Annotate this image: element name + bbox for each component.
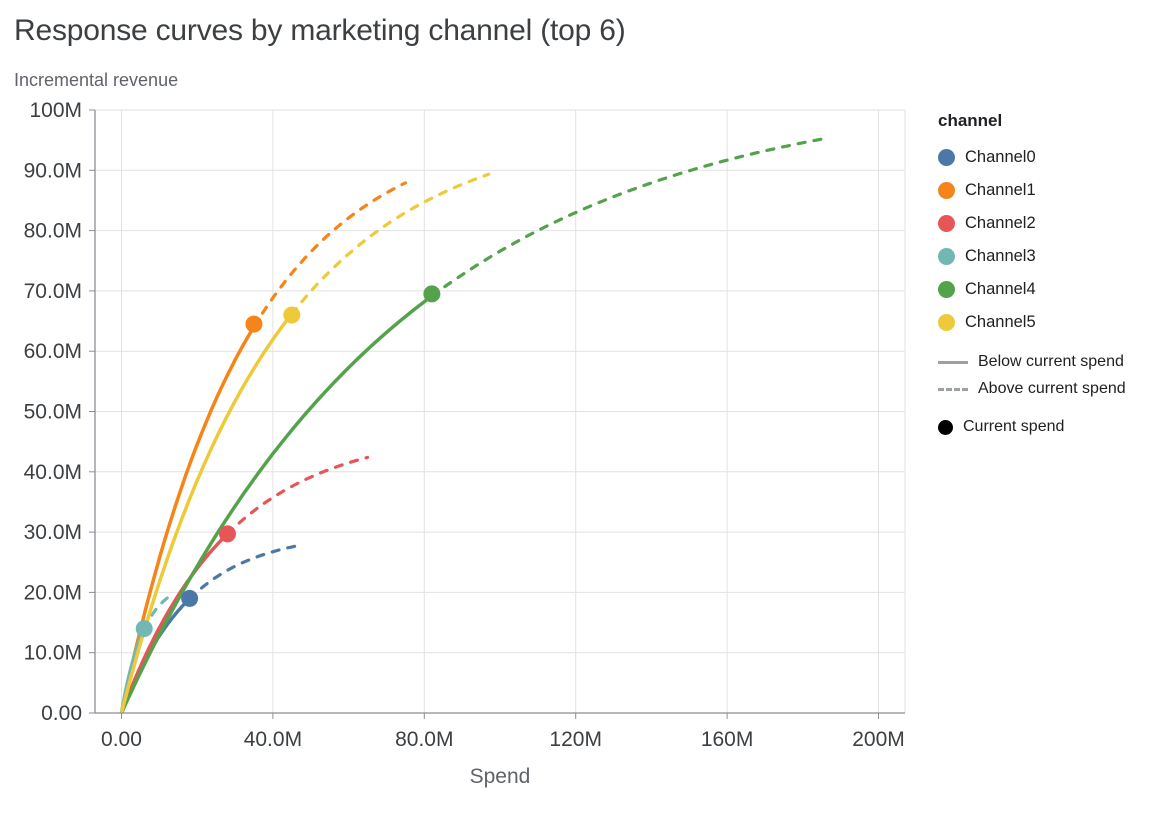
channel4-curve-above-current-spend [430,137,824,298]
legend-label-channel2: Channel2 [965,214,1036,232]
legend-item-current-spend: Current spend [938,417,1126,437]
legend-linestyle-list: Below current spend Above current spend [938,352,1126,399]
channel4-curve-below-current-spend [119,294,433,714]
chart-subtitle: Incremental revenue [14,70,179,90]
x-tick-label: 40.0M [244,728,302,751]
y-tick-label: 100M [29,99,82,122]
legend-item-below-current-spend: Below current spend [938,352,1126,372]
legend-label-channel4: Channel4 [965,280,1036,298]
channel1-curve-above-current-spend [252,181,407,329]
channel0-swatch-icon [938,148,955,166]
channel3-current-spend-dot [135,620,153,638]
channel2-curve-below-current-spend [119,532,229,714]
y-tick-label: 70.0M [24,280,82,303]
legend-label-above: Above current spend [978,380,1126,397]
channel4-swatch-icon [938,280,955,298]
legend-item-channel5: Channel5 [938,312,1126,332]
channel0-curve-below-current-spend [119,597,191,714]
x-tick-label: 120M [549,728,602,751]
channel5-current-spend-dot [283,306,301,324]
channel0-curve-above-current-spend [188,543,301,601]
legend-label-channel1: Channel1 [965,181,1036,199]
channel5-curve-above-current-spend [290,172,491,316]
x-tick-label: 80.0M [395,728,453,751]
x-tick-label: 0.00 [101,728,142,751]
legend-channel-list: Channel0 Channel1 Channel2 Channel3 Chan… [938,147,1126,332]
legend-label-channel0: Channel0 [965,148,1036,166]
channel2-swatch-icon [938,214,955,232]
channel2-current-spend-dot [218,525,236,543]
chart-header: Response curves by marketing channel (to… [0,0,1164,91]
y-tick-label: 30.0M [24,521,82,544]
legend-item-channel4: Channel4 [938,279,1126,299]
dashed-line-icon [938,387,968,391]
chart-area: 0.00 40.0M 80.0M 120M 160M 200M 0.00 10.0M 20.0M… [0,95,1164,795]
legend-label-channel5: Channel5 [965,313,1036,331]
y-tick-label: 90.0M [24,159,82,182]
legend-item-channel3: Channel3 [938,246,1126,266]
y-tick-label: 60.0M [24,340,82,363]
channel1-curve-below-current-spend [119,325,256,714]
chart-legend: channel Channel0 Channel1 Channel2 Chann… [910,95,1126,450]
legend-item-channel0: Channel0 [938,147,1126,167]
x-axis-title: Spend [470,765,531,788]
channel4-current-spend-dot [423,285,441,303]
x-tick-label: 200M [852,728,905,751]
y-tick-label: 10.0M [24,642,82,665]
legend-label-current: Current spend [963,418,1065,435]
y-tick-label: 50.0M [24,401,82,424]
y-tick-label: 40.0M [24,461,82,484]
legend-title: channel [938,111,1003,130]
channel5-swatch-icon [938,313,955,331]
current-spend-dot-icon [938,419,953,435]
legend-item-channel1: Channel1 [938,180,1126,200]
y-tick-label: 20.0M [24,581,82,604]
channel3-swatch-icon [938,247,955,265]
legend-label-channel3: Channel3 [965,247,1036,265]
chart-title: Response curves by marketing channel (to… [14,14,626,47]
channel5-curve-below-current-spend [119,312,294,714]
x-tick-label: 160M [701,728,754,751]
legend-current-spend: Current spend [938,417,1126,437]
channel3-curve-above-current-spend [142,593,173,631]
legend-label-below: Below current spend [978,353,1124,370]
legend-item-above-current-spend: Above current spend [938,379,1126,399]
channel0-current-spend-dot [181,589,199,607]
y-tick-label: 80.0M [24,220,82,243]
channel2-curve-above-current-spend [225,455,370,536]
channel1-swatch-icon [938,181,955,199]
channel1-current-spend-dot [245,315,263,333]
legend-item-channel2: Channel2 [938,213,1126,233]
response-curves-chart: 0.00 40.0M 80.0M 120M 160M 200M 0.00 10.0M 20.0M… [24,99,906,788]
y-tick-label: 0.00 [41,702,82,725]
solid-line-icon [938,360,968,364]
